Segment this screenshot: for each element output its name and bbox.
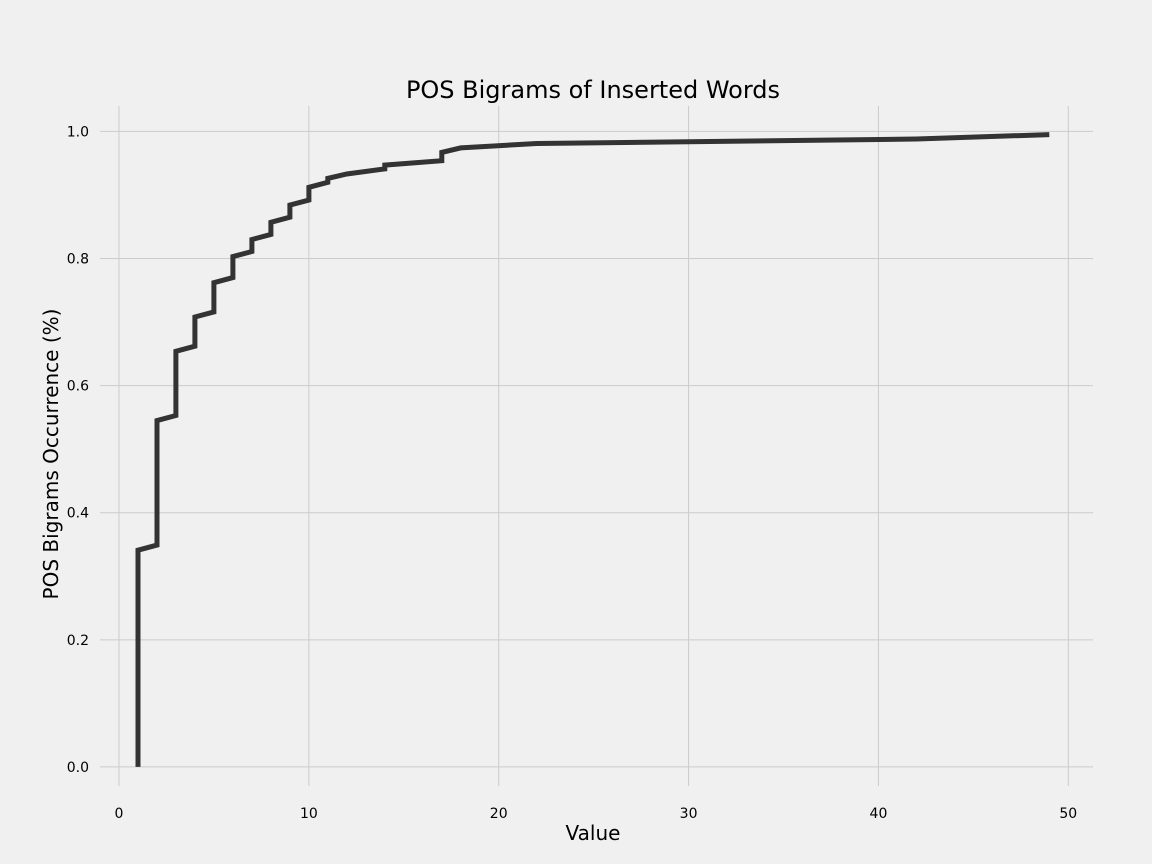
y-tick-label: 1.0 [67,124,89,140]
y-tick-label: 0.2 [67,633,89,649]
x-tick-label: 40 [870,806,888,822]
x-tick-label: 30 [680,806,698,822]
series-layer [135,132,1050,767]
x-tick-label: 20 [490,806,508,822]
y-tick-label: 0.8 [67,252,89,268]
tick-labels: 0 10 20 30 40 50 0.0 0.2 0.4 0.6 0.8 1.0 [67,124,1077,822]
chart-title: POS Bigrams of Inserted Words [406,76,780,104]
x-tick-label: 0 [115,806,124,822]
x-tick-label: 10 [300,806,318,822]
y-tick-label: 0.0 [67,760,89,776]
y-axis-label: POS Bigrams Occurrence (%) [39,309,63,600]
y-tick-label: 0.4 [67,506,89,522]
grid [100,106,1093,786]
x-tick-label: 50 [1059,806,1077,822]
series-line [135,132,1050,767]
y-tick-label: 0.6 [67,379,89,395]
x-axis-label: Value [566,821,621,845]
